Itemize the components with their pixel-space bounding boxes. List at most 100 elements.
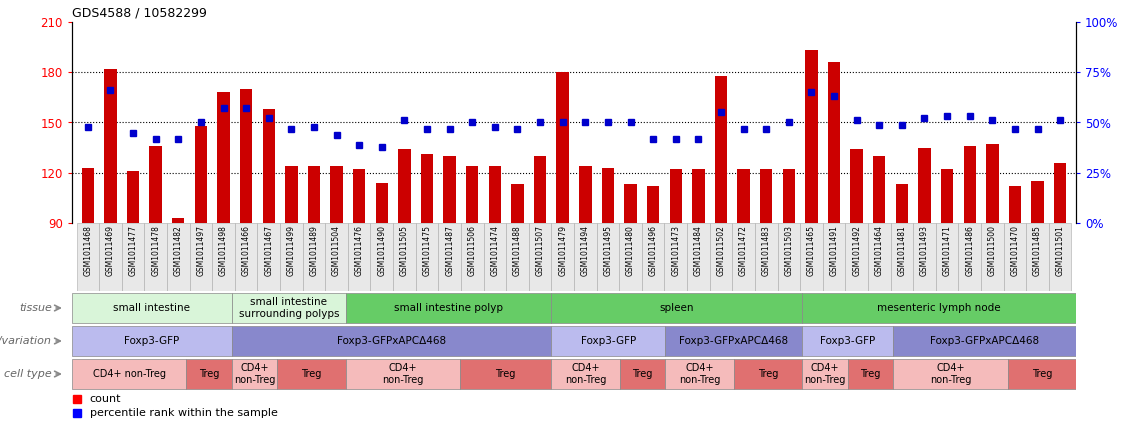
Bar	[262, 109, 275, 223]
Text: GSM1011479: GSM1011479	[558, 225, 568, 276]
Bar	[212, 223, 235, 291]
Text: Treg: Treg	[1031, 369, 1052, 379]
Text: GSM1011504: GSM1011504	[332, 225, 341, 276]
Bar	[72, 326, 232, 356]
Text: GSM1011467: GSM1011467	[265, 225, 274, 276]
Text: GSM1011483: GSM1011483	[761, 225, 770, 276]
Bar	[891, 223, 913, 291]
Bar	[186, 359, 232, 389]
Bar	[552, 326, 665, 356]
Bar	[285, 166, 297, 223]
Text: GSM1011466: GSM1011466	[242, 225, 251, 276]
Bar	[754, 223, 778, 291]
Bar	[232, 293, 346, 323]
Bar	[868, 223, 891, 291]
Bar	[981, 223, 1003, 291]
Bar	[466, 166, 479, 223]
Bar	[692, 169, 705, 223]
Bar	[709, 223, 732, 291]
Bar	[964, 146, 976, 223]
Bar	[579, 166, 591, 223]
Bar	[144, 223, 167, 291]
Bar	[81, 168, 95, 223]
Bar	[802, 293, 1076, 323]
Text: GSM1011487: GSM1011487	[445, 225, 454, 276]
Text: Foxp3-GFPxAPCΔ468: Foxp3-GFPxAPCΔ468	[337, 336, 446, 346]
Bar	[303, 223, 325, 291]
Text: GSM1011464: GSM1011464	[875, 225, 884, 276]
Bar	[893, 359, 1008, 389]
Text: tissue: tissue	[19, 303, 52, 313]
Text: GSM1011470: GSM1011470	[1010, 225, 1019, 276]
Text: Treg: Treg	[198, 369, 220, 379]
Text: Foxp3-GFPxAPCΔ468: Foxp3-GFPxAPCΔ468	[930, 336, 1039, 346]
Bar	[760, 169, 772, 223]
Text: mesenteric lymph node: mesenteric lymph node	[877, 303, 1001, 313]
Bar	[1008, 359, 1076, 389]
Bar	[687, 223, 709, 291]
Text: GSM1011478: GSM1011478	[151, 225, 160, 276]
Text: GSM1011476: GSM1011476	[355, 225, 364, 276]
Bar	[715, 76, 727, 223]
Text: GSM1011505: GSM1011505	[400, 225, 409, 276]
Bar	[348, 223, 370, 291]
Bar	[805, 50, 817, 223]
Text: Treg: Treg	[495, 369, 516, 379]
Bar	[801, 223, 823, 291]
Text: GSM1011477: GSM1011477	[128, 225, 137, 276]
Text: GSM1011495: GSM1011495	[604, 225, 613, 276]
Bar	[150, 146, 162, 223]
Bar	[1054, 163, 1066, 223]
Bar	[734, 359, 802, 389]
Text: small intestine: small intestine	[114, 303, 190, 313]
Bar	[936, 223, 958, 291]
Bar	[913, 223, 936, 291]
Text: CD4+
non-Treg: CD4+ non-Treg	[679, 363, 721, 385]
Text: GSM1011494: GSM1011494	[581, 225, 590, 276]
Bar	[958, 223, 981, 291]
Bar	[1048, 223, 1072, 291]
Text: genotype/variation: genotype/variation	[0, 336, 52, 346]
Bar	[376, 183, 388, 223]
Bar	[624, 184, 636, 223]
Bar	[846, 223, 868, 291]
Text: GSM1011482: GSM1011482	[173, 225, 182, 276]
Text: GSM1011491: GSM1011491	[830, 225, 839, 276]
Text: percentile rank within the sample: percentile rank within the sample	[90, 408, 277, 418]
Text: GSM1011486: GSM1011486	[965, 225, 974, 276]
Text: GSM1011490: GSM1011490	[377, 225, 386, 276]
Bar	[893, 326, 1076, 356]
Bar	[399, 149, 411, 223]
Text: GSM1011502: GSM1011502	[716, 225, 725, 276]
Bar	[783, 169, 795, 223]
Text: CD4+
non-Treg: CD4+ non-Treg	[565, 363, 606, 385]
Bar	[346, 359, 459, 389]
Text: GSM1011472: GSM1011472	[739, 225, 748, 276]
Bar	[280, 223, 303, 291]
Bar	[438, 223, 461, 291]
Bar	[574, 223, 597, 291]
Bar	[642, 223, 664, 291]
Text: GSM1011468: GSM1011468	[83, 225, 92, 276]
Bar	[346, 293, 552, 323]
Bar	[483, 223, 507, 291]
Bar	[552, 223, 574, 291]
Text: GDS4588 / 10582299: GDS4588 / 10582299	[72, 6, 207, 19]
Bar	[489, 166, 501, 223]
Bar	[1009, 186, 1021, 223]
Bar	[277, 359, 346, 389]
Bar	[552, 293, 802, 323]
Bar	[552, 359, 619, 389]
Text: GSM1011496: GSM1011496	[649, 225, 658, 276]
Bar	[232, 359, 277, 389]
Text: Foxp3-GFP: Foxp3-GFP	[581, 336, 636, 346]
Bar	[529, 223, 552, 291]
Text: spleen: spleen	[660, 303, 694, 313]
Bar	[895, 184, 908, 223]
Bar	[850, 149, 863, 223]
Bar	[597, 223, 619, 291]
Text: GSM1011474: GSM1011474	[490, 225, 499, 276]
Bar	[99, 223, 122, 291]
Text: GSM1011498: GSM1011498	[218, 225, 227, 276]
Bar	[848, 359, 893, 389]
